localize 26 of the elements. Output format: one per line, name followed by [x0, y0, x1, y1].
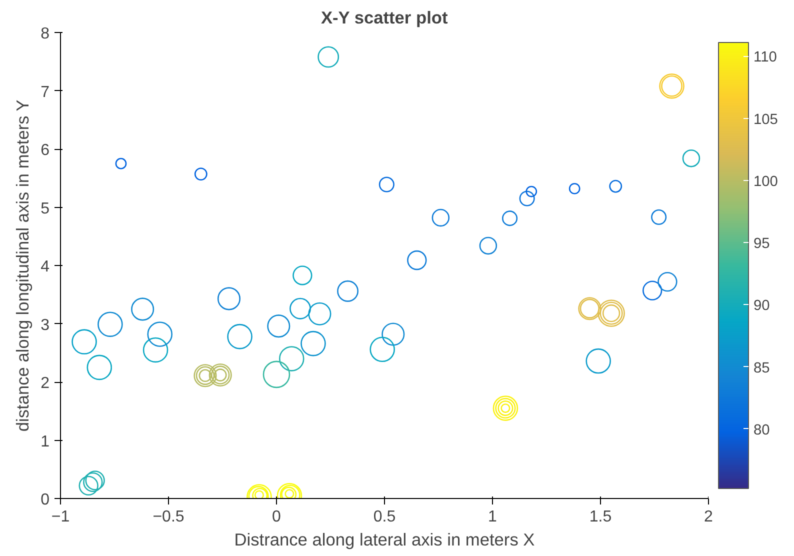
- x-axis-title: Distrance along lateral axis in meters X: [234, 530, 536, 550]
- color-bar-label: 110: [754, 50, 777, 66]
- y-tick-label: 6: [40, 142, 50, 159]
- color-bar-label: 105: [754, 112, 778, 128]
- y-tick-label: 2: [40, 375, 50, 392]
- x-tick-label: −0.5: [152, 508, 184, 526]
- color-bar-label: 95: [754, 236, 770, 252]
- color-bar-label: 80: [754, 422, 770, 438]
- x-tick-label: 2: [704, 508, 714, 526]
- color-bar-label: 85: [754, 360, 770, 376]
- color-bar-label: 90: [754, 298, 770, 314]
- x-tick-label: 0: [272, 508, 282, 526]
- y-tick-label: 5: [40, 200, 50, 218]
- x-tick-label: 1: [488, 508, 498, 526]
- x-tick-label: −1: [51, 508, 70, 526]
- y-tick-label: 7: [40, 84, 50, 101]
- y-axis-title: distance along longitudinal axis in meters Y: [12, 99, 33, 432]
- y-tick-label: 3: [40, 316, 50, 334]
- x-tick-label: 1.5: [589, 508, 612, 526]
- y-tick-label: 4: [40, 258, 50, 276]
- y-tick-label: 8: [40, 26, 50, 42]
- x-tick-label: 0.5: [373, 508, 396, 526]
- chart-title: X-Y scatter plot: [320, 8, 448, 28]
- y-tick-label: 1: [40, 433, 50, 450]
- color-bar-label: 100: [754, 174, 778, 190]
- y-tick-label: 0: [40, 492, 50, 508]
